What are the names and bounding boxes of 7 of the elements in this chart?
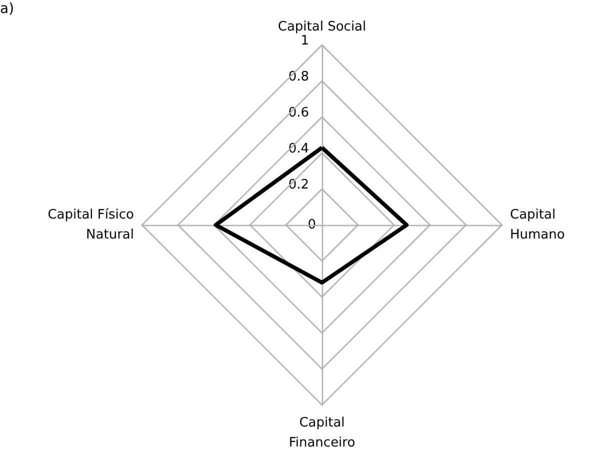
- spoke-label: Capital Financeiro: [288, 416, 356, 450]
- y-tick-label: 1: [300, 34, 309, 48]
- y-tick-label: 0.8: [288, 70, 309, 84]
- spoke-label: Capital Físico Natural: [48, 208, 134, 242]
- spoke-label: Capital Humano: [510, 208, 565, 242]
- text: a): [0, 1, 14, 17]
- spoke-label: Capital Social: [278, 20, 366, 34]
